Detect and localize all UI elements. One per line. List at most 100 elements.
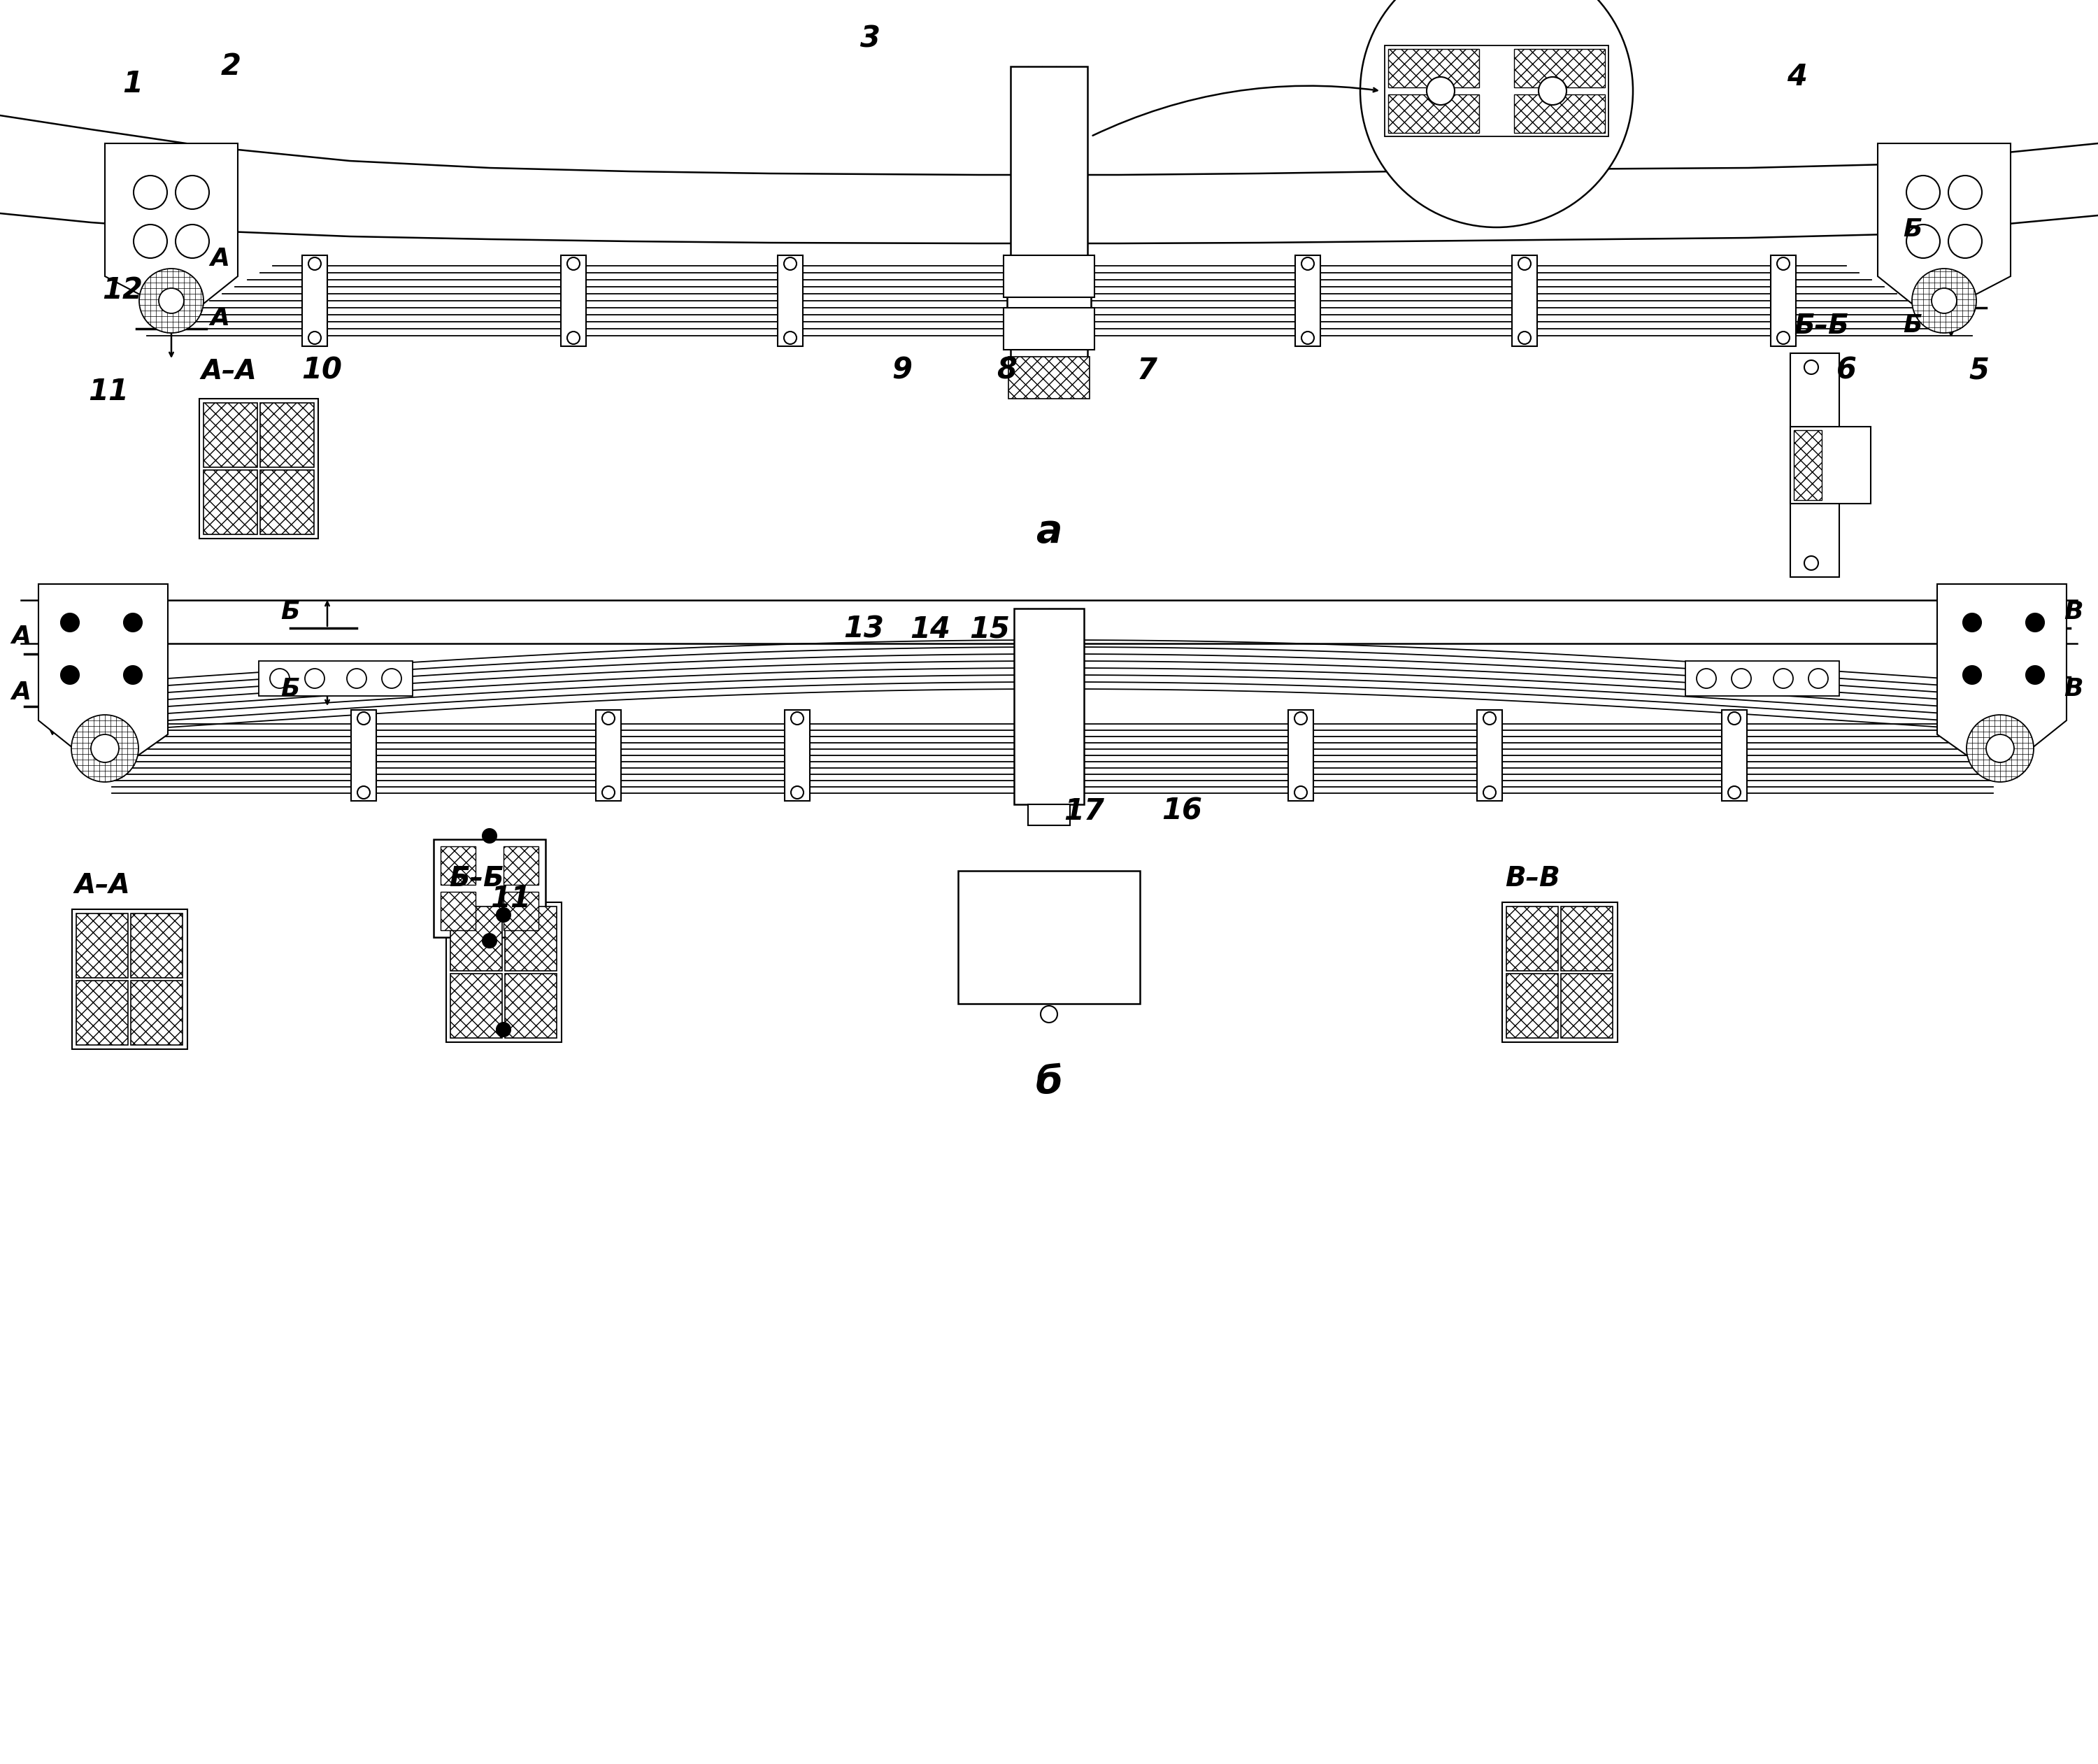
- Text: 4: 4: [1787, 62, 1806, 92]
- Circle shape: [1966, 714, 2033, 781]
- Bar: [1685, 662, 1840, 697]
- Bar: [785, 709, 810, 801]
- Circle shape: [357, 787, 369, 799]
- Polygon shape: [1936, 584, 2067, 776]
- Bar: [959, 871, 1139, 1004]
- Circle shape: [1949, 176, 1983, 210]
- Bar: [76, 981, 128, 1044]
- Bar: [1794, 430, 1821, 501]
- Circle shape: [308, 332, 321, 344]
- Circle shape: [602, 787, 615, 799]
- Circle shape: [346, 669, 367, 688]
- Text: 2: 2: [220, 51, 241, 81]
- Text: В–В: В–В: [1504, 864, 1561, 893]
- Text: Б–Б: Б–Б: [1794, 312, 1848, 339]
- Bar: [441, 847, 476, 886]
- Text: 9: 9: [892, 356, 913, 385]
- Circle shape: [1360, 0, 1632, 228]
- Circle shape: [1907, 176, 1941, 210]
- Text: В: В: [2064, 600, 2083, 624]
- Bar: [778, 256, 804, 346]
- Text: А: А: [210, 307, 229, 330]
- Bar: [1013, 609, 1085, 804]
- Circle shape: [1804, 360, 1819, 374]
- Circle shape: [497, 908, 510, 923]
- Circle shape: [1538, 78, 1567, 104]
- Text: 5: 5: [1968, 356, 1989, 385]
- Circle shape: [71, 714, 138, 781]
- Text: 16: 16: [1162, 797, 1202, 826]
- Text: В: В: [2064, 677, 2083, 700]
- Bar: [434, 840, 545, 937]
- Circle shape: [1729, 787, 1741, 799]
- Bar: [451, 907, 501, 970]
- Circle shape: [1294, 787, 1307, 799]
- Bar: [1389, 95, 1479, 132]
- Bar: [260, 402, 315, 467]
- Circle shape: [90, 734, 120, 762]
- Bar: [1294, 256, 1320, 346]
- Circle shape: [1808, 669, 1827, 688]
- Text: а: а: [1036, 513, 1062, 550]
- Bar: [596, 709, 621, 801]
- Bar: [1790, 427, 1871, 503]
- Circle shape: [1301, 332, 1313, 344]
- Circle shape: [1804, 556, 1819, 570]
- Text: Б: Б: [1903, 314, 1922, 337]
- Bar: [506, 974, 556, 1037]
- Bar: [1506, 974, 1559, 1037]
- Circle shape: [483, 933, 497, 947]
- Circle shape: [1907, 224, 1941, 258]
- Circle shape: [308, 258, 321, 270]
- Circle shape: [1294, 713, 1307, 725]
- Circle shape: [1427, 78, 1454, 104]
- Text: 15: 15: [969, 616, 1009, 644]
- Text: 11: 11: [491, 884, 531, 914]
- Bar: [1003, 307, 1095, 349]
- Bar: [1502, 901, 1618, 1043]
- Circle shape: [271, 669, 290, 688]
- Text: А–А: А–А: [76, 871, 130, 900]
- Bar: [441, 893, 476, 930]
- Bar: [1011, 67, 1087, 377]
- Circle shape: [134, 224, 168, 258]
- Polygon shape: [38, 584, 168, 776]
- Circle shape: [566, 258, 579, 270]
- Text: 1: 1: [122, 69, 143, 99]
- Text: А–А: А–А: [201, 358, 258, 385]
- Text: А: А: [10, 624, 31, 649]
- Circle shape: [1731, 669, 1752, 688]
- Circle shape: [134, 176, 168, 210]
- Circle shape: [1483, 713, 1496, 725]
- Circle shape: [304, 669, 325, 688]
- Text: 12: 12: [103, 275, 143, 305]
- Bar: [1515, 49, 1605, 88]
- Circle shape: [2027, 614, 2043, 632]
- Bar: [1722, 709, 1748, 801]
- Circle shape: [791, 787, 804, 799]
- Text: 11: 11: [88, 377, 128, 406]
- Bar: [258, 662, 413, 697]
- Circle shape: [61, 665, 80, 684]
- Circle shape: [2027, 665, 2043, 684]
- Bar: [130, 981, 183, 1044]
- Bar: [1003, 256, 1095, 298]
- Bar: [447, 901, 562, 1043]
- Bar: [504, 893, 539, 930]
- Text: Б: Б: [1903, 217, 1922, 242]
- Text: 13: 13: [843, 616, 883, 644]
- Circle shape: [1729, 713, 1741, 725]
- Polygon shape: [105, 143, 237, 318]
- Bar: [1028, 804, 1070, 826]
- Bar: [1477, 709, 1502, 801]
- Bar: [302, 256, 327, 346]
- Circle shape: [357, 713, 369, 725]
- Bar: [199, 399, 319, 538]
- Circle shape: [176, 224, 210, 258]
- Text: 17: 17: [1064, 797, 1104, 826]
- Circle shape: [176, 176, 210, 210]
- Circle shape: [1777, 332, 1790, 344]
- Circle shape: [1483, 787, 1496, 799]
- Circle shape: [382, 669, 401, 688]
- Circle shape: [566, 332, 579, 344]
